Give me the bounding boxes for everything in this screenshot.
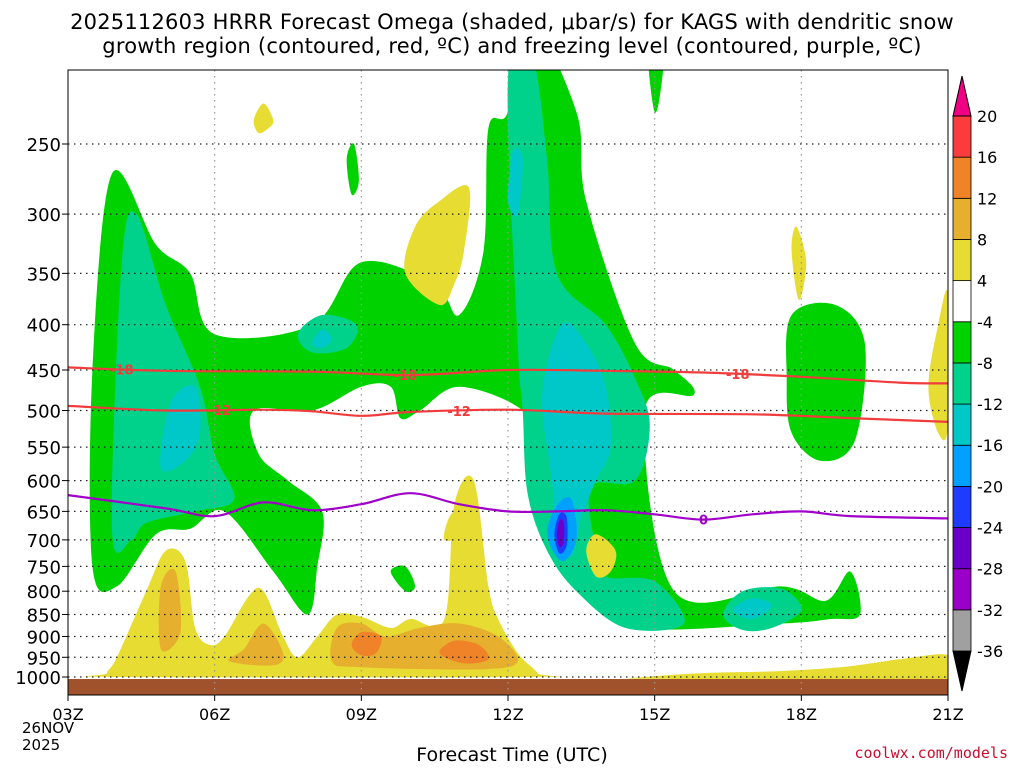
colorbar-under-arrow: [952, 650, 972, 692]
omega-region-23: [253, 103, 274, 134]
omega-region-4: [346, 143, 359, 196]
colorbar-label-1: -32: [977, 601, 1003, 620]
colorbar-label-11: 12: [977, 189, 997, 208]
colorbar-over-arrow: [952, 75, 972, 117]
y-tick-label-2: 350: [27, 264, 61, 285]
x-tick-label-5: 18Z: [786, 705, 817, 724]
colorbar-swatch-3: [952, 485, 972, 528]
freezing-level-contour-line: [68, 492, 948, 521]
y-tick-label-8: 650: [27, 502, 61, 523]
y-tick-label-12: 850: [27, 606, 61, 627]
colorbar-swatch-11: [952, 156, 972, 199]
snow-growth-contour-0-line: [68, 366, 948, 385]
date-year: 2025: [22, 736, 61, 754]
y-tick-label-15: 1000: [15, 668, 61, 689]
omega-region-26: [228, 623, 284, 666]
y-tick-label-4: 450: [27, 361, 61, 382]
y-tick-label-7: 600: [27, 472, 61, 493]
omega-region-9: [160, 385, 201, 472]
contour-lines: -18 -18 -18 -12 -12 0: [68, 363, 948, 529]
colorbar-label-8: -4: [977, 313, 993, 332]
omega-region-10: [312, 329, 332, 349]
colorbar-label-10: 8: [977, 230, 987, 249]
y-tick-label-1: 300: [27, 205, 61, 226]
omega-region-5: [111, 211, 235, 553]
colorbar-swatch-2: [952, 527, 972, 570]
snow-growth-contour-0-label-2: -18: [726, 368, 750, 383]
omega-region-19: [443, 510, 465, 541]
y-tick-label-3: 400: [27, 316, 61, 337]
omega-region-11: [542, 322, 612, 557]
colorbar-swatch-6: [952, 362, 972, 405]
x-tick-label-0: 03Z: [52, 705, 83, 724]
colorbar-label-2: -28: [977, 560, 1003, 579]
y-tick-label-5: 500: [27, 402, 61, 423]
website-credit: coolwx.com/models: [854, 744, 1008, 762]
omega-region-7: [507, 70, 685, 631]
colorbar-swatch-4: [952, 444, 972, 487]
date-month-day: 26NOV: [22, 719, 75, 737]
x-tick-label-2: 09Z: [346, 705, 377, 724]
omega-region-13: [732, 598, 772, 620]
colorbar-label-7: -8: [977, 354, 993, 373]
x-tick-label-6: 21Z: [932, 705, 963, 724]
omega-region-16: [556, 519, 565, 547]
y-tick-label-9: 700: [27, 531, 61, 552]
colorbar-label-6: -12: [977, 395, 1003, 414]
colorbar-label-9: 4: [977, 272, 987, 291]
omega-region-22: [928, 289, 948, 441]
gridlines: [68, 70, 948, 695]
snow-growth-contour-0-label-1: -18: [394, 369, 418, 384]
omega-region-25: [158, 568, 182, 652]
omega-region-3: [390, 565, 416, 593]
omega-region-0: [89, 70, 861, 630]
colorbar-swatch-9: [952, 239, 972, 282]
omega-region-24: [627, 654, 948, 681]
snow-growth-contour-1-label-0: -12: [208, 404, 232, 419]
colorbar-swatch-10: [952, 197, 972, 240]
y-tick-label-6: 550: [27, 438, 61, 459]
colorbar-label-3: -24: [977, 519, 1003, 538]
colorbar: -36 -32 -28 -24 -20 -16 -12 -8 -4 4 8 12 16 20: [952, 75, 1003, 692]
y-tick-label-13: 900: [27, 627, 61, 648]
x-tick-label-1: 06Z: [199, 705, 230, 724]
colorbar-swatch-5: [952, 403, 972, 446]
colorbar-swatch-0: [952, 609, 972, 652]
surface-ground: [68, 679, 948, 695]
omega-region-18: [404, 185, 471, 306]
omega-region-28: [351, 631, 382, 657]
x-tick-label-4: 15Z: [639, 705, 670, 724]
y-tick-label-11: 800: [27, 582, 61, 603]
snow-growth-contour-1-line: [68, 404, 948, 423]
snow-growth-contour-0-label-0: -18: [110, 363, 134, 378]
colorbar-label-12: 16: [977, 148, 997, 167]
x-tick-label-3: 12Z: [492, 705, 523, 724]
colorbar-label-4: -20: [977, 477, 1003, 496]
snow-growth-contour-1-label-1: -12: [447, 405, 471, 420]
omega-shading: [82, 70, 948, 681]
freezing-level-contour-label-0: 0: [699, 514, 708, 529]
y-tick-label-10: 750: [27, 557, 61, 578]
axes: 2503003504004505005506006507007508008509…: [15, 135, 964, 724]
y-tick-label-14: 950: [27, 648, 61, 669]
omega-region-1: [786, 302, 866, 462]
omega-region-21: [791, 226, 807, 300]
omega-region-12: [507, 148, 523, 217]
colorbar-swatch-8: [952, 280, 972, 323]
colorbar-swatch-12: [952, 115, 972, 158]
colorbar-label-5: -16: [977, 436, 1003, 455]
colorbar-swatch-7: [952, 321, 972, 364]
chart-title-line-2: growth region (contoured, red, ºC) and f…: [102, 34, 922, 58]
start-date-label: 26NOV 2025: [22, 720, 74, 754]
colorbar-swatch-1: [952, 568, 972, 611]
x-axis-label: Forecast Time (UTC): [416, 744, 608, 766]
colorbar-label-13: 20: [977, 107, 997, 126]
colorbar-label-0: -36: [977, 642, 1003, 661]
y-tick-label-0: 250: [27, 135, 61, 156]
chart-title-line-1: 2025112603 HRRR Forecast Omega (shaded, …: [70, 10, 954, 34]
omega-region-2: [648, 70, 664, 113]
